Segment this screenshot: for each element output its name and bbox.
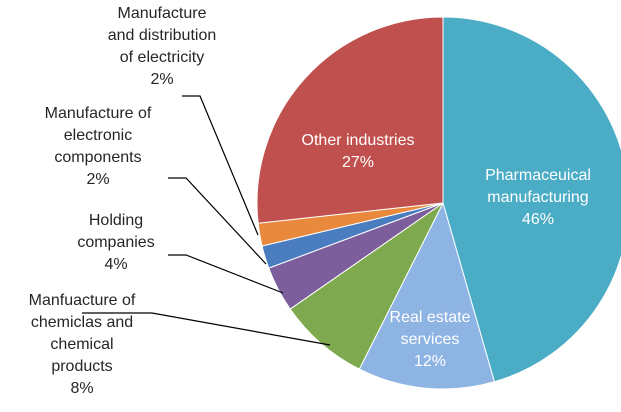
- slice-name-line: Manufacture of: [45, 105, 152, 122]
- slice-label: Manufacture and distribution of electricit…: [108, 5, 217, 88]
- leader-line: [168, 177, 267, 265]
- slice-name-line: of electricity: [120, 49, 204, 66]
- slice-name-line: electronic: [64, 127, 132, 144]
- slice-name-line: Manfuacture of: [29, 292, 136, 309]
- slice-name-line: products: [51, 358, 112, 375]
- slice-label: Real estate services 12%: [390, 309, 471, 370]
- leader-line: [168, 254, 284, 294]
- slice-name-line: chemiclas and: [31, 314, 133, 331]
- pie-slice: [442, 16, 621, 383]
- slice-name-line: services: [401, 331, 460, 348]
- slice-labels: Pharmaceuical manufacturing 46% Real estate…: [29, 5, 591, 397]
- slice-name-line: Manufacture: [118, 5, 207, 22]
- slice-name-line: manufacturing: [487, 189, 588, 206]
- slice-value-label: 46%: [522, 211, 554, 228]
- slice-name-line: and distribution: [108, 27, 217, 44]
- slice-value-label: 2%: [150, 71, 173, 88]
- slice-label: Pharmaceuical manufacturing 46%: [485, 167, 591, 228]
- leader-line: [182, 95, 259, 236]
- slice-value-label: 12%: [414, 353, 446, 370]
- slice-name-line: Holding: [89, 212, 143, 229]
- slice-label: Manfuacture of chemiclas and chemical produ…: [29, 292, 136, 397]
- pie-slice: [358, 201, 496, 390]
- slice-name-line: Pharmaceuical: [485, 167, 591, 184]
- slice-name-line: Real estate: [390, 309, 471, 326]
- leader-lines: [82, 95, 331, 346]
- slice-name-line: chemical: [50, 336, 113, 353]
- slice-label: Other industries 27%: [302, 132, 415, 171]
- slice-value-label: 4%: [104, 256, 127, 273]
- pie-slices: [256, 16, 621, 390]
- slice-value-label: 2%: [86, 171, 109, 188]
- leader-line: [82, 312, 331, 346]
- slice-label: Holding companies 4%: [77, 212, 154, 273]
- slice-name-line: components: [54, 149, 141, 166]
- slice-value-label: 8%: [70, 380, 93, 397]
- slice-name-line: Other industries: [302, 132, 415, 149]
- slice-name-line: companies: [77, 234, 154, 251]
- slice-label: Manufacture of electronic components 2%: [45, 105, 152, 188]
- slice-value-label: 27%: [342, 154, 374, 171]
- pie-slice: [256, 16, 444, 224]
